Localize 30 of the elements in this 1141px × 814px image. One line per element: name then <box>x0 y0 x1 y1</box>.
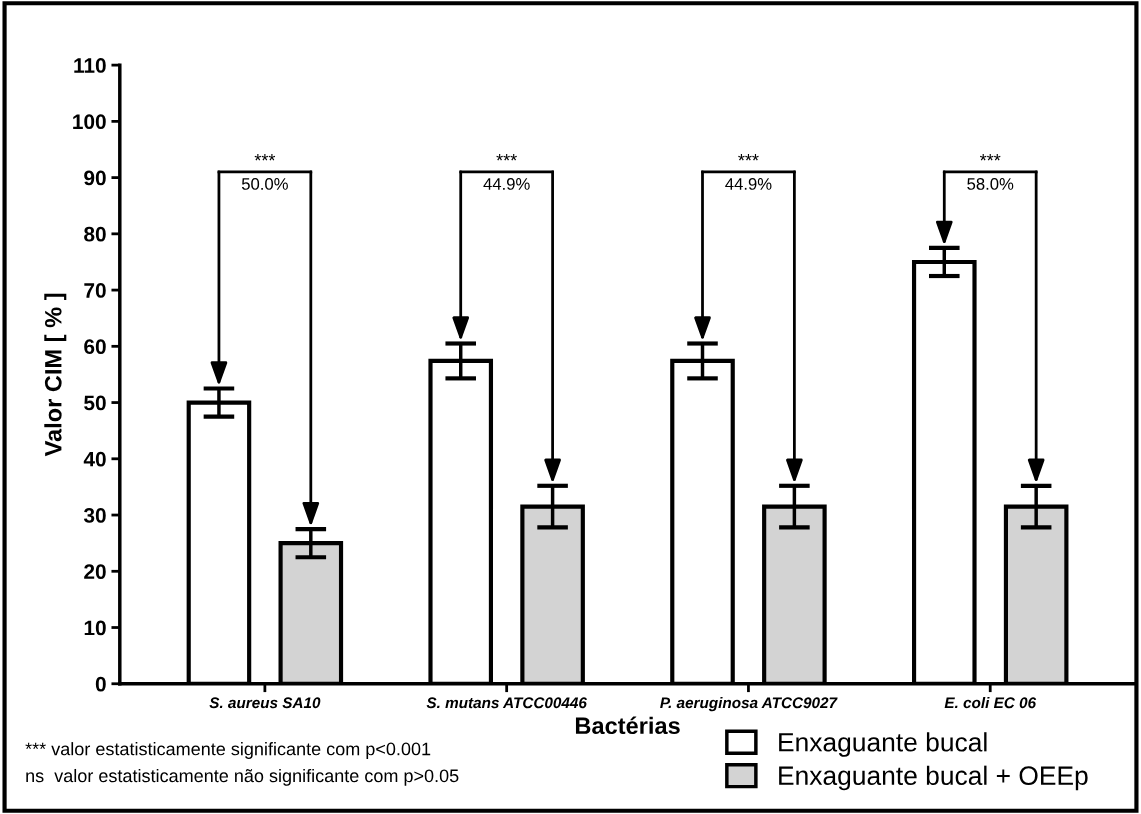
x-tick-label: S. mutans ATCC00446 <box>426 697 587 709</box>
legend-label: Enxaguante bucal <box>779 732 987 757</box>
y-tick-label: 10 <box>84 620 106 636</box>
annotation: *** <box>254 154 276 161</box>
y-tick-label: 90 <box>84 170 106 186</box>
y-tick-label: 100 <box>73 114 106 130</box>
annotation: *** <box>738 154 759 161</box>
text: *** valor estatisticamente significante com p<0.001 <box>25 742 431 759</box>
y-axis-title: Valor CIM [ % ] <box>44 293 67 457</box>
y-tick-label: 40 <box>83 451 106 467</box>
legend-label: Enxaguante bucal + OEEp <box>779 765 1088 791</box>
annotation: 50.0% <box>241 178 288 190</box>
y-tick-label: 0 <box>95 676 106 692</box>
annotation: 44.9% <box>725 178 772 190</box>
annotation: *** <box>979 154 1001 161</box>
y-tick-label: 30 <box>83 508 106 523</box>
y-tick-label: 50 <box>84 395 106 411</box>
x-tick-label: E. coli EC 06 <box>944 696 1037 709</box>
y-tick-label: 70 <box>84 283 106 298</box>
y-tick-label: 110 <box>74 58 106 73</box>
x-axis-title: Bactérias <box>575 716 680 735</box>
y-tick-label: 60 <box>84 339 106 355</box>
annotation: 44.9% <box>483 178 530 190</box>
annotation: *** <box>496 154 517 161</box>
y-tick-label: 80 <box>84 226 106 242</box>
x-tick-label: S. aureus SA10 <box>209 697 321 709</box>
annotation: 58.0% <box>967 178 1014 190</box>
x-tick-label: P. aeruginosa ATCC9027 <box>660 696 838 712</box>
text: ns valor estatisticamente não significante com p>0.05 <box>26 768 459 786</box>
y-tick-label: 20 <box>84 564 106 580</box>
